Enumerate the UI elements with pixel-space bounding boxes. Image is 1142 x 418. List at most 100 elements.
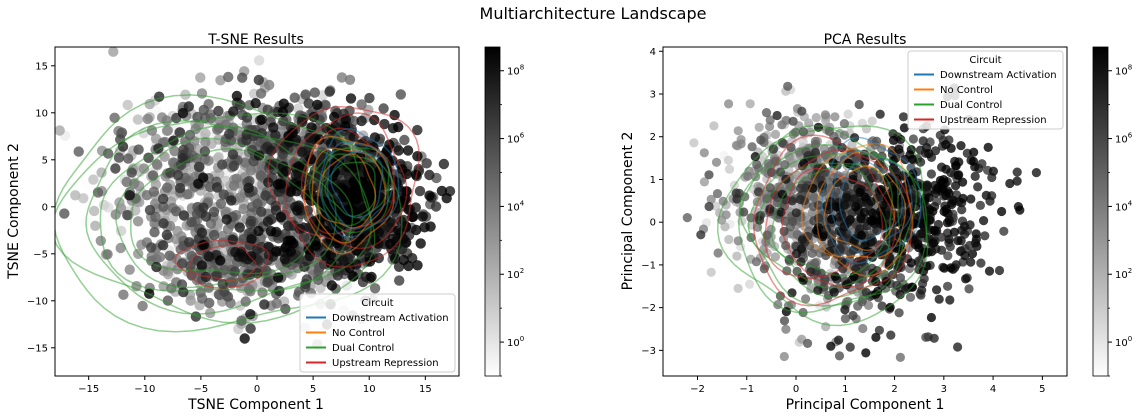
pca-point (917, 229, 927, 239)
tsne-point (245, 323, 256, 334)
tsne-point (411, 224, 422, 236)
pca-point (805, 127, 816, 137)
pca-contour-no-control (801, 143, 914, 277)
tsne-point (354, 151, 366, 162)
tsne-point (241, 129, 252, 140)
pca-point (777, 189, 787, 199)
tsne-point (385, 238, 396, 250)
pca-contour-dual-control (739, 144, 918, 307)
tsne-contour-downstream-activation (330, 151, 384, 219)
tsne-point (96, 167, 107, 178)
pca-point (934, 294, 944, 304)
pca-point (788, 216, 798, 226)
pca-point (943, 251, 953, 261)
pca-point (972, 241, 982, 251)
tsne-point (178, 210, 190, 221)
tsne-point (270, 130, 281, 141)
pca-point (792, 170, 803, 181)
pca-point (905, 150, 915, 160)
tsne-point (268, 122, 279, 133)
pca-point (704, 201, 714, 212)
tsne-point (228, 160, 240, 172)
pca-xtick-label: 5 (1039, 384, 1045, 395)
tsne-point (243, 182, 254, 194)
pca-point (861, 287, 871, 297)
pca-point (967, 249, 978, 259)
pca-point (704, 170, 714, 180)
tsne-point (279, 253, 291, 265)
tsne-point (234, 222, 245, 233)
tsne-point (70, 190, 81, 201)
tsne-point (162, 182, 173, 193)
pca-ytick-label: −1 (641, 260, 656, 271)
pca-colorbar-gradient (1092, 46, 1109, 377)
tsne-point (309, 87, 320, 98)
tsne-point (285, 186, 296, 197)
pca-point (939, 206, 949, 217)
tsne-point (196, 227, 208, 238)
pca-point (994, 265, 1005, 276)
tsne-point (171, 206, 182, 217)
tsne-point (399, 134, 410, 146)
tsne-point (213, 105, 224, 117)
pca-colorbar-tick-label: 108 (1115, 64, 1132, 78)
pca-point (946, 143, 956, 153)
tsne-point (250, 98, 261, 109)
tsne-point (89, 205, 100, 217)
tsne-legend-box (299, 293, 456, 373)
pca-point (1005, 178, 1015, 189)
pca-point (988, 166, 999, 176)
tsne-point (398, 254, 409, 266)
pca-point (797, 106, 807, 116)
tsne-point (143, 152, 154, 163)
pca-colorbar-tick-label: 100 (1115, 335, 1132, 349)
tsne-point (424, 190, 435, 201)
pca-contour-downstream-activation (821, 136, 922, 264)
tsne-point (234, 192, 246, 203)
pca-point (958, 193, 968, 203)
pca-xtick-label: 0 (793, 384, 799, 395)
pca-contour-downstream-activation (830, 150, 913, 254)
tsne-point (215, 198, 227, 209)
pca-point (733, 126, 743, 136)
pca-point (945, 295, 955, 305)
pca-contour-upstream-repression (764, 149, 897, 288)
tsne-point (161, 229, 173, 241)
tsne-point (264, 79, 275, 91)
tsne-point (137, 300, 148, 312)
pca-point (922, 182, 932, 192)
pca-point (839, 119, 850, 129)
tsne-point (221, 214, 232, 225)
pca-point (939, 263, 949, 273)
tsne-point (193, 161, 205, 173)
tsne-point (303, 98, 314, 109)
pca-point (980, 231, 990, 241)
tsne-point (430, 201, 442, 212)
tsne-ytick-label: −10 (27, 296, 48, 307)
pca-point (724, 234, 734, 245)
pca-legend-title: Circuit (969, 55, 1001, 66)
pca-colorbar: 100 102 104 106 108 (1092, 46, 1133, 377)
tsne-point (275, 211, 287, 223)
pca-legend-box (907, 50, 1064, 130)
tsne-ytick-label: 0 (42, 202, 48, 213)
pca-point (973, 182, 983, 192)
tsne-point (262, 104, 273, 115)
tsne-contour-upstream-repression (174, 239, 270, 289)
tsne-colorbar-tick-label: 106 (507, 132, 525, 146)
tsne-point (195, 72, 206, 83)
tsne-point (356, 115, 367, 127)
pca-ytick-label: −2 (641, 303, 656, 314)
tsne-point (290, 169, 301, 181)
pca-legend-label: Upstream Repression (940, 115, 1047, 126)
tsne-colorbar: 100 102 104 106 108 (484, 46, 525, 377)
tsne-point (178, 286, 189, 298)
pca-point (787, 196, 797, 206)
tsne-point (417, 211, 428, 222)
pca-contour-upstream-repression (752, 134, 913, 307)
pca-point (761, 108, 772, 118)
tsne-point (229, 266, 240, 277)
tsne-contour-downstream-activation (319, 128, 400, 239)
tsne-legend-label: Dual Control (332, 343, 394, 354)
tsne-point (243, 284, 255, 295)
